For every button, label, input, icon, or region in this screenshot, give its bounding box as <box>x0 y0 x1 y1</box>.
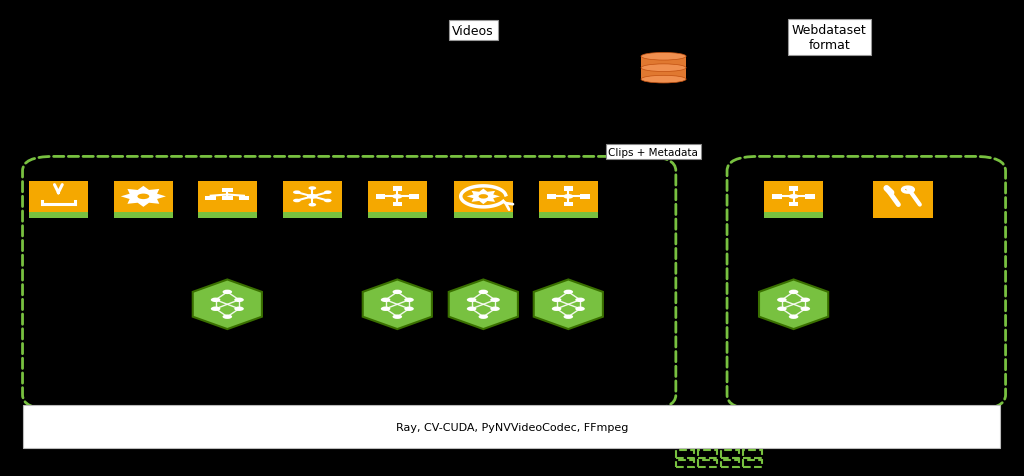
Text: Videos: Videos <box>453 24 494 38</box>
FancyBboxPatch shape <box>376 195 385 199</box>
Circle shape <box>404 298 414 302</box>
Polygon shape <box>759 280 828 329</box>
Circle shape <box>324 191 332 195</box>
Circle shape <box>307 195 317 199</box>
Polygon shape <box>121 187 166 208</box>
FancyBboxPatch shape <box>788 202 799 207</box>
Circle shape <box>234 298 244 302</box>
Circle shape <box>490 307 500 311</box>
Circle shape <box>552 307 561 311</box>
FancyBboxPatch shape <box>23 406 1000 448</box>
Circle shape <box>211 298 220 302</box>
Circle shape <box>324 199 332 203</box>
FancyBboxPatch shape <box>563 202 573 207</box>
FancyBboxPatch shape <box>283 213 342 218</box>
Circle shape <box>788 315 799 319</box>
FancyBboxPatch shape <box>198 181 257 213</box>
FancyBboxPatch shape <box>368 181 427 213</box>
FancyBboxPatch shape <box>392 202 402 207</box>
Circle shape <box>478 315 488 319</box>
FancyBboxPatch shape <box>539 213 598 218</box>
FancyBboxPatch shape <box>239 196 249 200</box>
FancyBboxPatch shape <box>454 213 513 218</box>
FancyBboxPatch shape <box>222 188 232 192</box>
FancyBboxPatch shape <box>114 213 173 218</box>
Circle shape <box>478 195 488 199</box>
FancyBboxPatch shape <box>772 195 781 199</box>
Circle shape <box>478 290 488 295</box>
FancyBboxPatch shape <box>222 196 232 200</box>
Circle shape <box>392 195 402 199</box>
Circle shape <box>563 195 573 199</box>
Circle shape <box>293 191 301 195</box>
Circle shape <box>222 290 232 295</box>
Ellipse shape <box>641 53 686 61</box>
Polygon shape <box>193 280 262 329</box>
Circle shape <box>234 307 244 311</box>
Circle shape <box>563 315 573 319</box>
Circle shape <box>392 315 402 319</box>
Text: Ray, CV-CUDA, PyNVVideoCodec, FFmpeg: Ray, CV-CUDA, PyNVVideoCodec, FFmpeg <box>396 422 628 432</box>
Circle shape <box>801 298 810 302</box>
Circle shape <box>563 290 573 295</box>
Circle shape <box>575 307 585 311</box>
FancyBboxPatch shape <box>29 181 88 213</box>
FancyBboxPatch shape <box>547 195 556 199</box>
Circle shape <box>392 290 402 295</box>
Text: Clips + Metadata: Clips + Metadata <box>608 148 698 157</box>
Ellipse shape <box>641 65 686 72</box>
FancyBboxPatch shape <box>283 181 342 213</box>
Polygon shape <box>534 280 603 329</box>
FancyBboxPatch shape <box>114 181 173 213</box>
FancyBboxPatch shape <box>392 187 402 191</box>
FancyBboxPatch shape <box>764 181 823 213</box>
Text: Webdataset
format: Webdataset format <box>793 24 866 52</box>
Circle shape <box>308 187 316 190</box>
Circle shape <box>381 307 390 311</box>
Circle shape <box>467 307 476 311</box>
Polygon shape <box>467 189 500 205</box>
Circle shape <box>222 315 232 319</box>
Circle shape <box>308 203 316 207</box>
Ellipse shape <box>641 76 686 84</box>
FancyBboxPatch shape <box>410 195 419 199</box>
Polygon shape <box>362 280 432 329</box>
Circle shape <box>467 298 476 302</box>
Circle shape <box>777 307 786 311</box>
FancyBboxPatch shape <box>641 57 686 69</box>
FancyBboxPatch shape <box>563 187 573 191</box>
FancyBboxPatch shape <box>368 213 427 218</box>
Circle shape <box>490 298 500 302</box>
Circle shape <box>404 307 414 311</box>
Circle shape <box>137 194 150 200</box>
Circle shape <box>293 199 301 203</box>
Circle shape <box>801 307 810 311</box>
FancyBboxPatch shape <box>806 195 815 199</box>
Circle shape <box>211 307 220 311</box>
Circle shape <box>381 298 390 302</box>
Polygon shape <box>449 280 518 329</box>
Circle shape <box>788 195 799 199</box>
FancyBboxPatch shape <box>454 181 513 213</box>
FancyBboxPatch shape <box>206 196 216 200</box>
Circle shape <box>788 290 799 295</box>
FancyBboxPatch shape <box>764 213 823 218</box>
FancyBboxPatch shape <box>641 69 686 80</box>
Circle shape <box>777 298 786 302</box>
FancyBboxPatch shape <box>29 213 88 218</box>
Circle shape <box>552 298 561 302</box>
FancyBboxPatch shape <box>539 181 598 213</box>
FancyBboxPatch shape <box>873 181 933 218</box>
FancyBboxPatch shape <box>788 187 799 191</box>
FancyBboxPatch shape <box>198 213 257 218</box>
Circle shape <box>575 298 585 302</box>
FancyBboxPatch shape <box>581 195 590 199</box>
